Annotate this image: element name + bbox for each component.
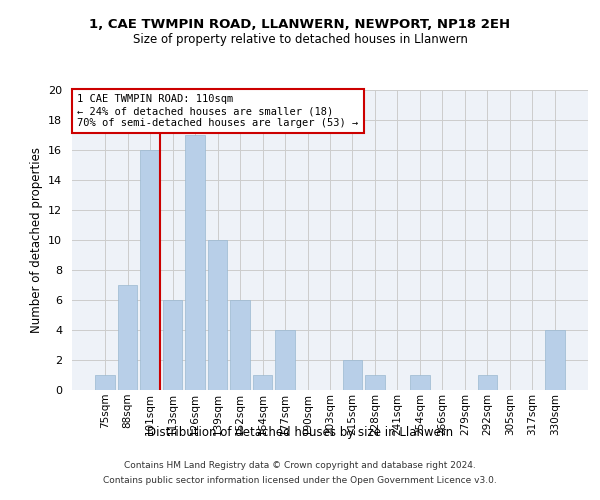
Bar [545,330,565,390]
Text: Contains HM Land Registry data © Crown copyright and database right 2024.: Contains HM Land Registry data © Crown c… [124,461,476,470]
Text: Distribution of detached houses by size in Llanwern: Distribution of detached houses by size … [147,426,453,439]
Bar [478,375,497,390]
Bar [185,135,205,390]
Bar [275,330,295,390]
Bar [118,285,137,390]
Text: 1, CAE TWMPIN ROAD, LLANWERN, NEWPORT, NP18 2EH: 1, CAE TWMPIN ROAD, LLANWERN, NEWPORT, N… [89,18,511,30]
Bar [230,300,250,390]
Bar [95,375,115,390]
Y-axis label: Number of detached properties: Number of detached properties [29,147,43,333]
Bar [253,375,272,390]
Text: 1 CAE TWMPIN ROAD: 110sqm
← 24% of detached houses are smaller (18)
70% of semi-: 1 CAE TWMPIN ROAD: 110sqm ← 24% of detac… [77,94,358,128]
Bar [163,300,182,390]
Bar [140,150,160,390]
Bar [208,240,227,390]
Text: Contains public sector information licensed under the Open Government Licence v3: Contains public sector information licen… [103,476,497,485]
Text: Size of property relative to detached houses in Llanwern: Size of property relative to detached ho… [133,32,467,46]
Bar [343,360,362,390]
Bar [365,375,385,390]
Bar [410,375,430,390]
